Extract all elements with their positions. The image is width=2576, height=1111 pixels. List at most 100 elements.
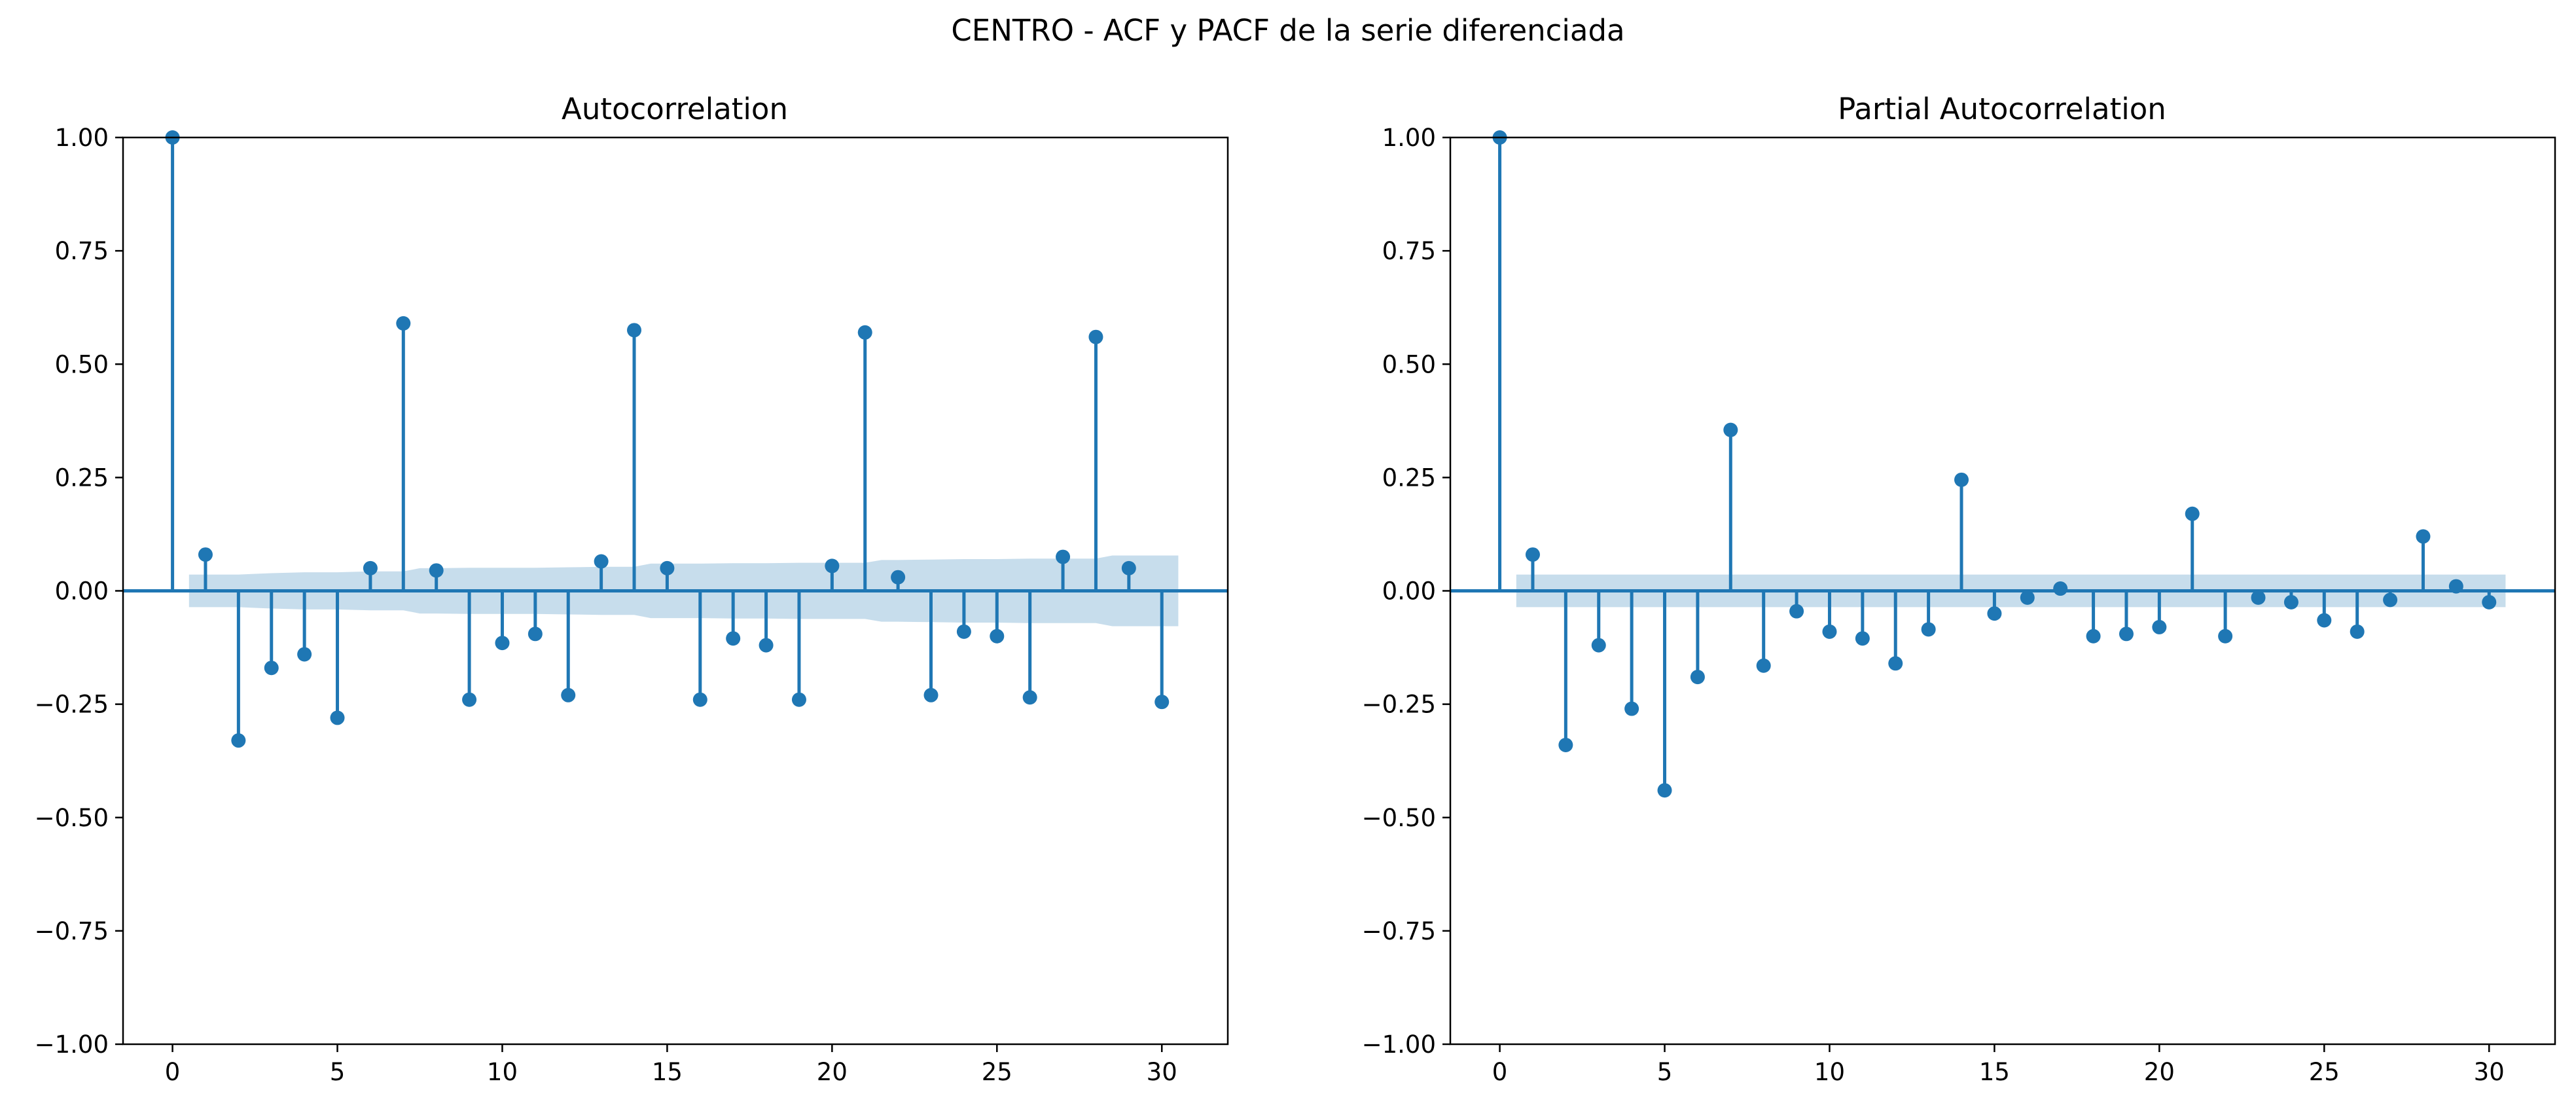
acf-point-lag-15 xyxy=(660,560,675,575)
pacf-point-lag-29 xyxy=(2448,579,2463,594)
acf-point-lag-25 xyxy=(990,628,1005,644)
pacf-point-lag-12 xyxy=(1888,656,1903,671)
pacf-point-lag-9 xyxy=(1789,604,1804,619)
acf-point-lag-27 xyxy=(1056,549,1071,564)
pacf-point-lag-11 xyxy=(1855,631,1870,646)
acf-ytick-label: 0.00 xyxy=(55,577,109,606)
pacf-xtick-label: 10 xyxy=(1814,1058,1845,1086)
pacf-point-lag-23 xyxy=(2251,590,2266,605)
acf-axis-layer: −1.00 −0.75 −0.50 −0.25 0.00 0.25 0.50 0.75 1.00… xyxy=(35,124,1229,1086)
acf-title: Autocorrelation xyxy=(562,92,788,126)
pacf-ytick-label: −0.50 xyxy=(1362,804,1436,832)
acf-stem-layer xyxy=(165,130,1170,748)
acf-point-lag-1 xyxy=(198,547,213,562)
pacf-ytick-label: 0.75 xyxy=(1382,237,1436,265)
pacf-point-lag-26 xyxy=(2350,624,2365,639)
acf-ytick-label: −0.50 xyxy=(35,804,109,832)
acf-point-lag-28 xyxy=(1088,329,1103,344)
acf-point-lag-14 xyxy=(627,323,642,338)
acf-xtick-label: 20 xyxy=(817,1058,848,1086)
pacf-point-lag-8 xyxy=(1756,658,1771,673)
pacf-point-lag-18 xyxy=(2086,628,2101,644)
pacf-point-lag-3 xyxy=(1591,638,1606,653)
pacf-point-lag-25 xyxy=(2317,613,2332,628)
pacf-xtick-label: 15 xyxy=(1979,1058,2010,1086)
acf-point-lag-9 xyxy=(462,692,477,707)
pacf-axis-layer: −1.00 −0.75 −0.50 −0.25 0.00 0.25 0.50 0.75 1.00… xyxy=(1362,124,2556,1086)
pacf-point-lag-7 xyxy=(1723,422,1738,437)
acf-ytick-label: 0.25 xyxy=(55,464,109,492)
pacf-point-lag-20 xyxy=(2152,619,2167,634)
acf-point-lag-20 xyxy=(825,558,840,574)
acf-point-lag-30 xyxy=(1154,695,1170,710)
acf-xtick-label: 10 xyxy=(487,1058,518,1086)
pacf-point-lag-27 xyxy=(2383,592,2398,608)
pacf-ytick-label: −0.25 xyxy=(1362,691,1436,719)
acf-point-lag-21 xyxy=(857,325,872,340)
acf-xtick-label: 30 xyxy=(1147,1058,1177,1086)
pacf-point-lag-15 xyxy=(1987,606,2002,621)
pacf-point-lag-30 xyxy=(2482,594,2497,610)
acf-point-lag-7 xyxy=(396,316,411,331)
pacf-point-lag-4 xyxy=(1624,701,1639,716)
acf-point-lag-22 xyxy=(891,570,906,585)
pacf-ytick-label: −0.75 xyxy=(1362,917,1436,945)
pacf-ytick-label: −1.00 xyxy=(1362,1030,1436,1059)
acf-point-lag-2 xyxy=(231,733,246,748)
pacf-point-lag-28 xyxy=(2416,529,2431,544)
acf-ytick-label: −0.25 xyxy=(35,691,109,719)
acf-xtick-label: 5 xyxy=(330,1058,346,1086)
acf-panel: Autocorrelation −1.00 −0.75 −0.50 −0.25 0.00… xyxy=(35,92,1229,1086)
acf-ytick-label: −1.00 xyxy=(35,1030,109,1059)
acf-point-lag-5 xyxy=(330,710,345,725)
pacf-point-lag-22 xyxy=(2218,628,2233,644)
acf-ytick-label: −0.75 xyxy=(35,917,109,945)
acf-point-lag-11 xyxy=(528,627,543,642)
pacf-xtick-label: 5 xyxy=(1657,1058,1673,1086)
acf-point-lag-19 xyxy=(791,692,806,707)
pacf-title: Partial Autocorrelation xyxy=(1838,92,2166,126)
figure-title: CENTRO - ACF y PACF de la serie diferenc… xyxy=(951,13,1624,48)
acf-point-lag-4 xyxy=(297,647,312,662)
acf-point-lag-10 xyxy=(495,636,510,651)
pacf-ytick-label: 0.00 xyxy=(1382,577,1436,606)
pacf-point-lag-14 xyxy=(1954,472,1969,487)
pacf-point-lag-5 xyxy=(1657,783,1672,798)
acf-xtick-label: 25 xyxy=(982,1058,1012,1086)
acf-point-lag-26 xyxy=(1022,690,1037,705)
pacf-point-lag-19 xyxy=(2119,627,2134,642)
acf-point-lag-23 xyxy=(923,687,939,702)
acf-point-lag-29 xyxy=(1121,560,1136,575)
pacf-stem-layer xyxy=(1492,130,2497,798)
pacf-point-lag-10 xyxy=(1822,624,1837,639)
acf-point-lag-6 xyxy=(363,560,378,575)
pacf-ytick-label: 1.00 xyxy=(1382,124,1436,152)
pacf-point-lag-21 xyxy=(2185,506,2200,521)
pacf-point-lag-17 xyxy=(2053,581,2068,596)
pacf-xtick-label: 25 xyxy=(2309,1058,2340,1086)
pacf-xtick-label: 30 xyxy=(2474,1058,2505,1086)
acf-ytick-label: 0.50 xyxy=(55,350,109,378)
acf-point-lag-17 xyxy=(726,631,741,646)
pacf-point-lag-24 xyxy=(2283,594,2299,610)
pacf-ytick-label: 0.50 xyxy=(1382,350,1436,378)
acf-xtick-label: 0 xyxy=(165,1058,181,1086)
pacf-point-lag-6 xyxy=(1690,670,1705,685)
acf-point-lag-18 xyxy=(759,638,774,653)
pacf-point-lag-2 xyxy=(1558,737,1573,752)
pacf-point-lag-13 xyxy=(1921,622,1936,637)
pacf-point-lag-1 xyxy=(1525,547,1540,562)
pacf-ytick-label: 0.25 xyxy=(1382,464,1436,492)
acf-xtick-label: 15 xyxy=(652,1058,683,1086)
acf-point-lag-3 xyxy=(264,661,279,676)
acf-point-lag-8 xyxy=(429,563,444,578)
acf-point-lag-13 xyxy=(594,554,609,569)
acf-ytick-label: 0.75 xyxy=(55,237,109,265)
acf-point-lag-12 xyxy=(561,687,576,702)
acf-point-lag-16 xyxy=(692,692,707,707)
acf-point-lag-24 xyxy=(956,624,971,639)
pacf-xtick-label: 20 xyxy=(2144,1058,2175,1086)
pacf-panel: Partial Autocorrelation −1.00−0.75−0.50−… xyxy=(1362,92,2556,1086)
acf-ytick-label: 1.00 xyxy=(55,124,109,152)
